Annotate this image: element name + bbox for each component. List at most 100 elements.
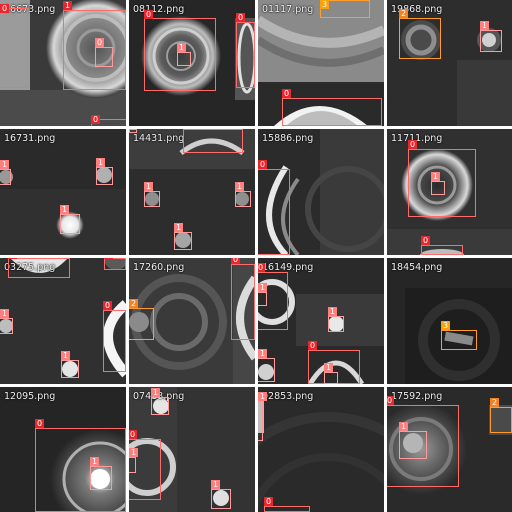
bbox-label: 0 [104,258,114,259]
bbox [441,330,477,350]
bbox [258,401,263,441]
tile-filename: 18454.png [391,262,443,273]
bbox-label: 1 [61,351,71,360]
tile-image [258,258,384,384]
bbox-label: 0 [0,4,10,13]
bbox-label: 0 [91,115,101,124]
bbox [0,169,11,185]
tile-image [129,387,255,512]
bbox [61,360,79,378]
image-tile: 16731.png 1 1 1 [0,129,126,255]
tile-image [0,387,126,512]
bbox [236,22,255,88]
bbox [231,264,255,340]
tile-image [258,0,384,126]
bbox [35,428,126,512]
bbox [258,169,290,255]
image-tile: 03275.png 0 0 1 0 1 [0,258,126,384]
bbox-label: 1 [258,392,268,401]
bbox [177,52,191,66]
bbox [258,292,267,306]
tile-filename: 02853.png [262,391,314,402]
bbox-label: 3 [320,0,330,9]
bbox [235,191,251,207]
bbox [96,167,113,185]
bbox [144,191,160,207]
bbox-label: 0 [129,430,138,439]
bbox-label: 1 [399,422,409,431]
bbox-label: 0 [282,89,292,98]
tile-image [387,129,512,255]
bbox [63,10,126,90]
bbox [60,214,80,234]
tile-filename: 08112.png [133,4,185,15]
image-tile: 16673.png 0 1 0 0 [0,0,126,126]
image-tile: 18454.png 3 [387,258,512,384]
bbox-label: 0 [408,140,418,149]
image-tile: 16149.png 0 1 1 1 0 1 [258,258,384,384]
image-tile: 11711.png 0 1 0 [387,129,512,255]
bbox-label: 2 [490,398,500,407]
bbox-label: 0 [231,258,241,264]
bbox-label: 1 [0,309,10,318]
bbox-label: 0 [144,10,154,19]
tile-filename: 12095.png [4,391,56,402]
tile-filename: 15886.png [262,133,314,144]
bbox-label: 1 [96,158,106,167]
bbox [211,489,231,509]
bbox [95,47,113,67]
tile-image [0,129,126,255]
bbox-label: 1 [480,21,490,30]
tile-filename: 17260.png [133,262,185,273]
bbox-label: 1 [174,223,184,232]
bbox-label: 1 [235,182,245,191]
tile-image [0,258,126,384]
bbox [399,431,427,459]
image-tile: 19868.png 2 1 [387,0,512,126]
image-tile: 07418.png 1 0 1 1 [129,387,255,512]
image-tile: 12095.png 0 1 [0,387,126,512]
image-tile: 01117.png 3 0 [258,0,384,126]
bbox [490,407,512,433]
tile-filename: 14431.png [133,133,185,144]
bbox [320,0,370,18]
bbox [399,18,441,59]
bbox-label: 0 [258,160,268,169]
bbox [480,30,502,52]
bbox-label: 1 [258,349,268,358]
bbox-label: 1 [328,307,338,316]
bbox [104,258,126,270]
tile-filename: 11711.png [391,133,443,144]
image-tile: 15886.png 0 [258,129,384,255]
bbox [183,129,243,153]
bbox-label: 0 [236,13,246,22]
bbox [129,308,154,340]
image-tile: 17592.png 0 1 2 [387,387,512,512]
bbox [144,18,216,91]
bbox-label: 3 [441,321,451,330]
bbox-label: 0 [258,263,266,272]
bbox-label: 1 [431,172,441,181]
bbox [431,181,445,195]
bbox [408,149,476,217]
bbox-label: 1 [0,160,10,169]
tile-filename: 17592.png [391,391,443,402]
tile-filename: 19868.png [391,4,443,15]
bbox-label: 0 [421,236,431,245]
image-tile: 14431.png 0 1 1 1 1 [129,129,255,255]
bbox-label: 2 [129,299,139,308]
tile-image [129,258,255,384]
bbox [282,98,382,126]
tile-image [258,387,384,512]
bbox-label: 1 [151,388,161,397]
bbox [258,358,275,382]
bbox [387,405,459,487]
bbox-label: 0 [308,341,318,350]
bbox [421,245,463,255]
bbox [151,397,169,415]
image-tile: 02853.png 1 0 [258,387,384,512]
bbox [258,272,288,330]
bbox-label: 1 [144,182,154,191]
tile-image [129,129,255,255]
